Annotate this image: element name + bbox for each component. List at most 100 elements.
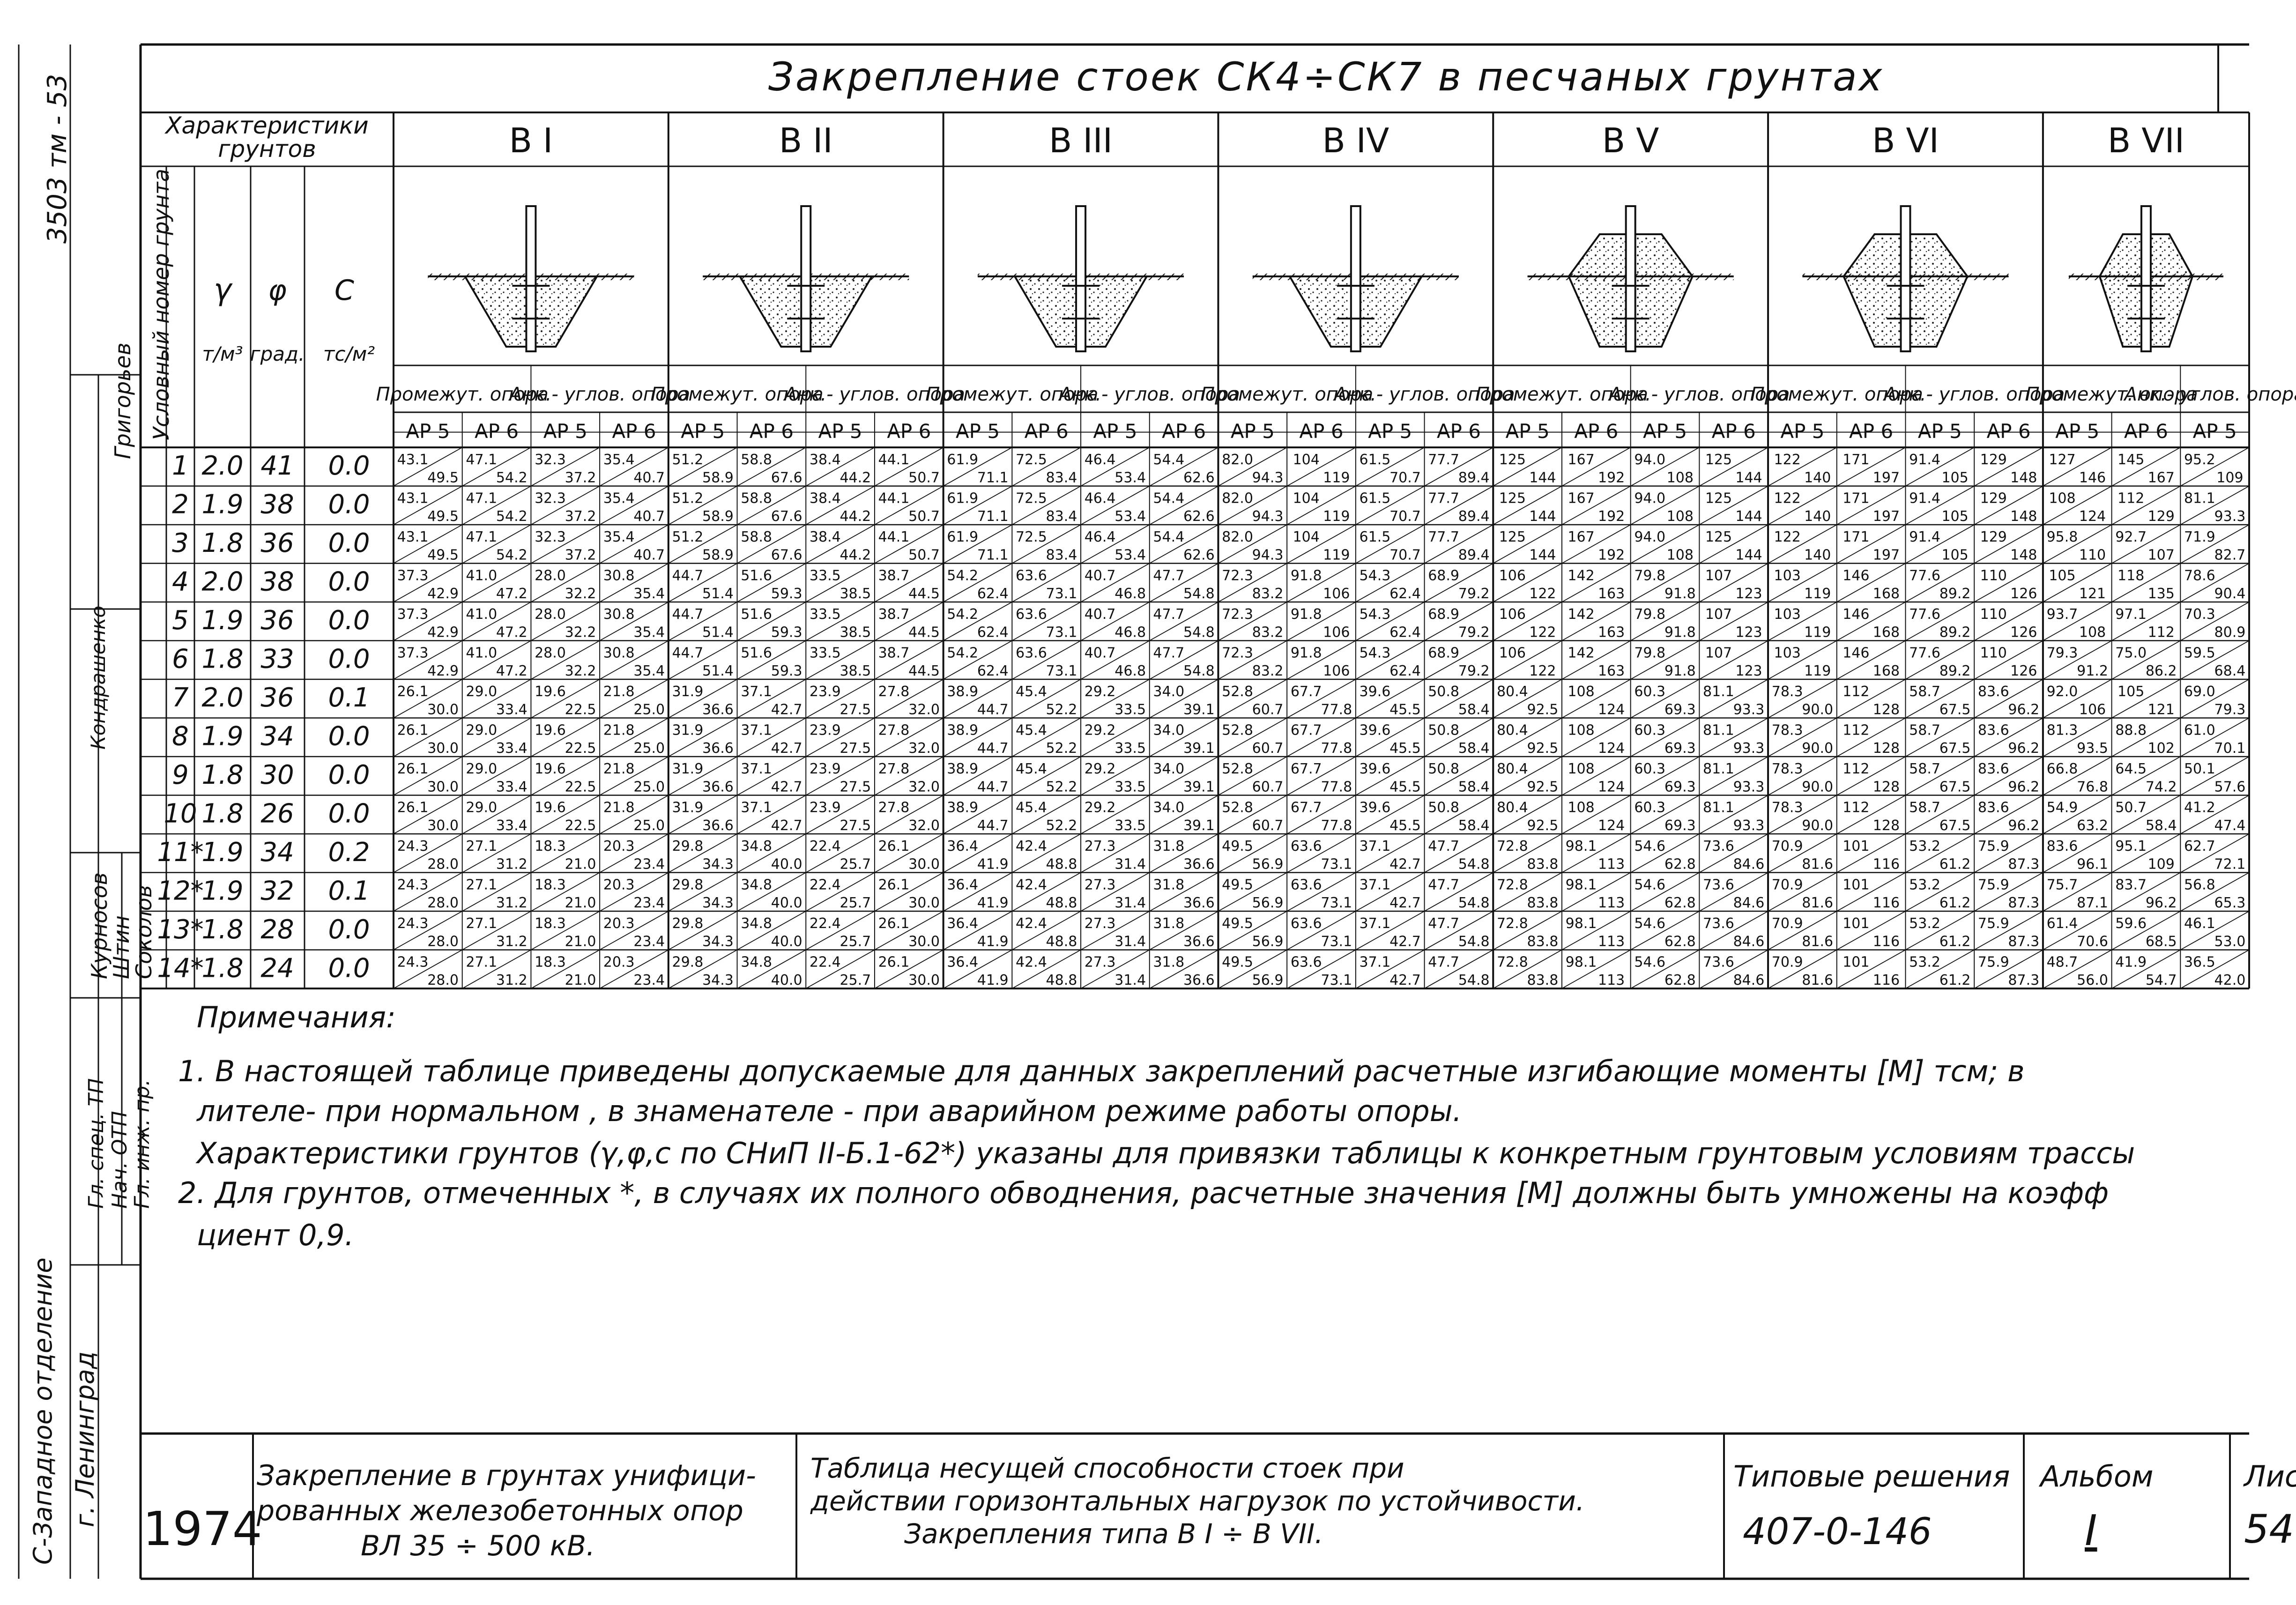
num-8-23: 83.6 [1978,761,2009,777]
den-9-14: 45.5 [1389,817,1421,834]
diag-3-13 [1286,563,1356,602]
num-8-22: 58.7 [1909,761,1940,777]
diag-7-24 [2043,717,2112,757]
den-1-12: 94.3 [1252,508,1284,525]
foundation-3 [977,205,1184,352]
den-2-7: 50.7 [908,547,940,564]
num-3-18: 79.8 [1634,568,1665,584]
den-6-9: 52.2 [1046,702,1077,718]
den-13-22: 61.2 [1939,972,1971,988]
diag-13-8 [943,949,1012,989]
num-11-25: 83.7 [2115,877,2147,893]
num-11-14: 37.1 [1360,877,1391,893]
num-5-8: 54.2 [947,645,978,661]
num-8-10: 29.2 [1085,761,1116,777]
num-3-21: 146 [1843,568,1869,584]
diag-6-22 [1905,679,1975,719]
diag-4-10 [1080,602,1150,641]
den-8-11: 39.1 [1183,779,1215,795]
num-4-4: 44.7 [672,606,703,623]
num-7-7: 27.8 [878,722,910,739]
den-11-0: 28.0 [427,895,459,911]
num-10-19: 73.6 [1703,838,1734,855]
diag-10-4 [668,833,737,873]
den-6-11: 39.1 [1183,702,1215,718]
diag-9-18 [1630,795,1700,834]
num-13-6: 22.4 [810,954,841,971]
num-13-25: 41.9 [2115,954,2147,971]
den-10-5: 40.0 [771,856,802,873]
diag-5-24 [2043,640,2112,680]
sheet-value: 54 [2244,1506,2294,1552]
den-12-20: 81.6 [1802,934,1833,950]
num-4-8: 54.2 [947,606,978,623]
soil-num-13: 14* [157,953,203,983]
num-8-16: 80.4 [1497,761,1528,777]
den-13-2: 21.0 [565,972,596,988]
num-12-13: 63.6 [1291,915,1322,932]
num-1-19: 125 [1705,490,1732,507]
diag-8-24 [2043,756,2112,796]
den-12-10: 31.4 [1115,934,1146,950]
soil-phi-8: 30 [260,760,294,790]
den-2-10: 53.4 [1115,547,1146,564]
den-2-0: 49.5 [427,547,459,564]
num-3-14: 54.3 [1360,568,1391,584]
den-2-4: 58.9 [702,547,734,564]
num-11-6: 22.4 [810,877,841,893]
num-8-2: 19.6 [535,761,566,777]
soil-num-2: 3 [172,528,189,558]
diag-4-1 [462,602,531,641]
num-10-9: 42.4 [1016,838,1047,855]
den-5-25: 86.2 [2146,663,2177,679]
num-1-5: 58.8 [741,490,772,507]
den-9-22: 67.5 [1939,817,1971,834]
num-13-23: 75.9 [1978,954,2009,971]
typical-label: Типовые решения [1733,1459,2010,1494]
album-value: I [2085,1506,2097,1555]
den-3-19: 123 [1735,586,1762,602]
soil-num-5: 6 [172,644,189,674]
diag-8-7 [874,756,944,796]
den-8-0: 30.0 [427,779,459,795]
stamp-title-1: Таблица несущей способности стоек при [810,1452,1404,1484]
num-3-6: 33.5 [810,568,841,584]
den-5-5: 59.3 [771,663,802,679]
den-3-11: 54.8 [1183,586,1215,602]
num-1-12: 82.0 [1222,490,1253,507]
diag-9-2 [530,795,600,834]
den-6-4: 36.6 [702,702,734,718]
diag-3-14 [1355,563,1425,602]
num-10-7: 26.1 [878,838,910,855]
num-6-1: 29.0 [466,684,497,700]
num-5-19: 107 [1705,645,1732,661]
den-8-5: 42.7 [771,779,802,795]
soil-phi-1: 38 [260,489,294,520]
diag-9-17 [1561,795,1631,834]
diag-2-7 [874,524,944,564]
num-3-1: 41.0 [466,568,497,584]
den-6-13: 77.8 [1321,702,1352,718]
den-11-10: 31.4 [1115,895,1146,911]
sub-anchor-4: Анк.- углов. опора [1332,384,1515,405]
diag-7-0 [393,717,463,757]
den-6-10: 33.5 [1115,702,1146,718]
ap-label-26: АР 5 [2193,420,2237,443]
den-13-24: 56.0 [2077,972,2108,988]
diag-0-23 [1974,447,2043,487]
num-2-6: 38.4 [810,529,841,545]
num-2-5: 58.8 [741,529,772,545]
num-12-25: 59.6 [2115,915,2147,932]
den-2-16: 144 [1529,547,1556,564]
den-6-1: 33.4 [496,702,528,718]
soil-c-2: 0.0 [328,528,370,558]
col-c: С [334,274,354,307]
num-1-18: 94.0 [1634,490,1665,507]
diag-3-16 [1493,563,1562,602]
diag-8-22 [1905,756,1975,796]
diag-8-3 [599,756,669,796]
num-12-26: 46.1 [2184,915,2215,932]
num-8-14: 39.6 [1360,761,1391,777]
diag-1-21 [1836,485,1906,525]
diag-3-9 [1011,563,1081,602]
